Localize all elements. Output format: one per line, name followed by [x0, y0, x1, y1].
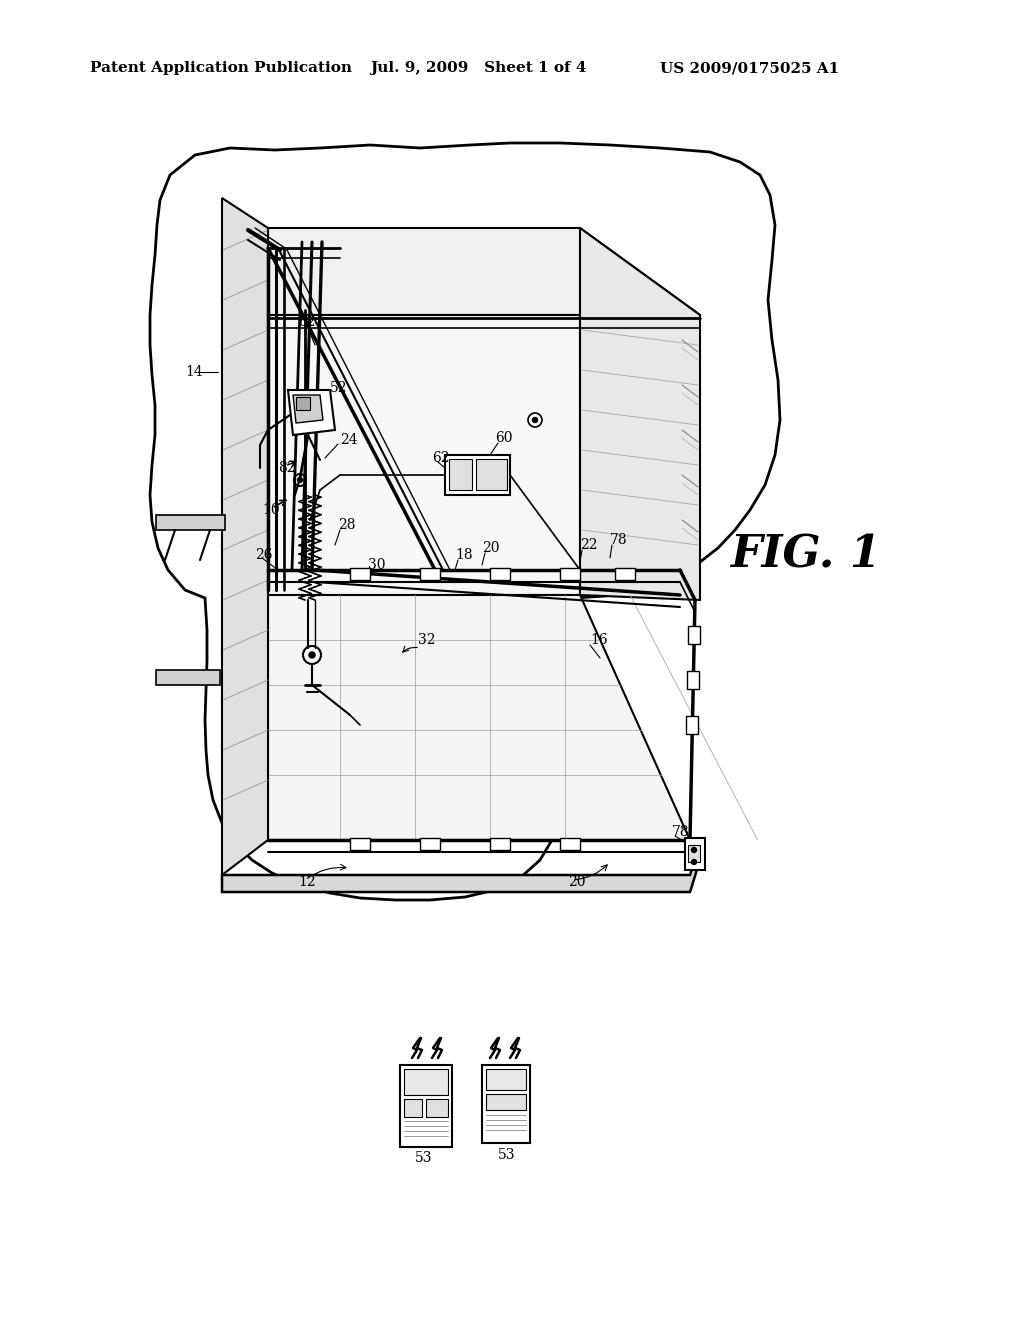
Polygon shape	[156, 515, 225, 531]
Polygon shape	[288, 389, 335, 436]
Bar	[560, 838, 580, 850]
Bar	[686, 715, 698, 734]
Bar	[420, 838, 440, 850]
Bar	[688, 626, 700, 644]
Bar	[490, 838, 510, 850]
Text: 30: 30	[368, 558, 385, 572]
Text: 62: 62	[432, 451, 450, 465]
Text: 20: 20	[568, 875, 586, 888]
Polygon shape	[268, 595, 690, 840]
Text: Patent Application Publication: Patent Application Publication	[90, 61, 352, 75]
Text: US 2009/0175025 A1: US 2009/0175025 A1	[660, 61, 840, 75]
Bar	[687, 671, 699, 689]
Text: 24: 24	[340, 433, 357, 447]
Text: Jul. 9, 2009   Sheet 1 of 4: Jul. 9, 2009 Sheet 1 of 4	[370, 61, 587, 75]
Polygon shape	[296, 397, 310, 411]
Text: 28: 28	[338, 517, 355, 532]
Polygon shape	[293, 395, 323, 422]
Polygon shape	[476, 459, 507, 490]
Text: 53: 53	[416, 1151, 433, 1166]
Text: FIG. 1: FIG. 1	[730, 533, 881, 577]
Polygon shape	[482, 1065, 530, 1143]
Text: 53: 53	[499, 1148, 516, 1162]
Text: 60: 60	[495, 432, 512, 445]
Circle shape	[691, 859, 696, 865]
Polygon shape	[486, 1094, 526, 1110]
Polygon shape	[445, 455, 510, 495]
Polygon shape	[580, 228, 700, 601]
Text: 20: 20	[482, 541, 500, 554]
Polygon shape	[222, 198, 268, 875]
Circle shape	[309, 652, 315, 657]
Bar	[615, 568, 635, 579]
Polygon shape	[268, 228, 700, 315]
Text: 78: 78	[672, 825, 689, 840]
Polygon shape	[449, 459, 472, 490]
Polygon shape	[688, 845, 700, 862]
Bar	[350, 568, 370, 579]
Text: 32: 32	[418, 634, 435, 647]
Bar	[420, 568, 440, 579]
Polygon shape	[156, 671, 220, 685]
Bar	[350, 838, 370, 850]
Text: 14: 14	[185, 366, 203, 379]
Bar	[490, 568, 510, 579]
Text: 62: 62	[298, 315, 315, 329]
Text: 22: 22	[580, 539, 597, 552]
Text: 16: 16	[590, 634, 607, 647]
Text: 10: 10	[262, 503, 280, 517]
Bar	[560, 568, 580, 579]
Polygon shape	[222, 845, 700, 892]
Polygon shape	[404, 1100, 422, 1117]
Polygon shape	[426, 1100, 449, 1117]
Polygon shape	[268, 315, 580, 595]
Text: 18: 18	[455, 548, 473, 562]
Circle shape	[691, 847, 696, 853]
Polygon shape	[400, 1065, 452, 1147]
Polygon shape	[486, 1069, 526, 1090]
Text: 82: 82	[278, 461, 296, 475]
Polygon shape	[150, 143, 780, 900]
Text: 12: 12	[298, 875, 315, 888]
Text: 52: 52	[330, 381, 347, 395]
Text: 26: 26	[255, 548, 272, 562]
Circle shape	[298, 478, 302, 483]
Circle shape	[532, 417, 538, 422]
Text: 78: 78	[610, 533, 628, 546]
Polygon shape	[685, 838, 705, 870]
Polygon shape	[404, 1069, 449, 1096]
